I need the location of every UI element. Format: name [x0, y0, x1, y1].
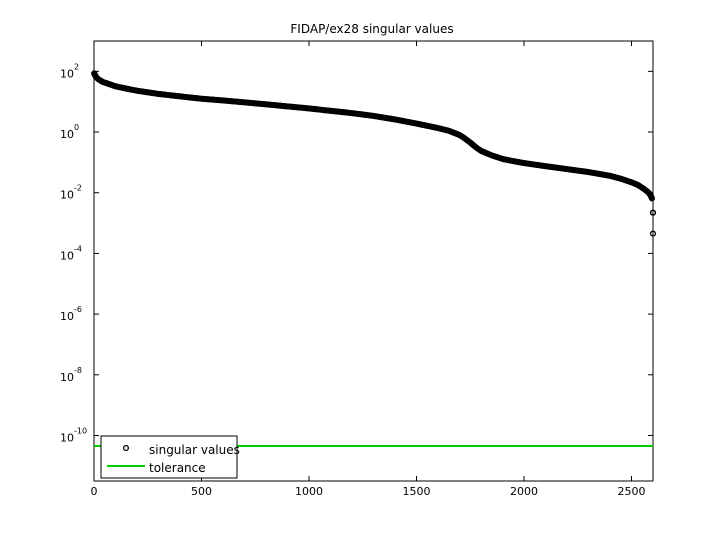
y-tick-label: 10-4	[60, 244, 82, 262]
x-tick-label: 1500	[403, 485, 431, 498]
y-tick-label: 100	[60, 123, 79, 141]
singular-value-point	[649, 230, 657, 237]
y-tick-label: 102	[60, 62, 79, 80]
x-tick-label: 0	[91, 485, 98, 498]
legend-label-tolerance: tolerance	[149, 461, 206, 475]
y-tick-label: 10-8	[60, 366, 82, 384]
axis-ticks: 0 500 1000 1500 2000 2500 10-10 10-8 10-6 10-4 10-…	[60, 41, 653, 498]
singular-value-point	[91, 70, 98, 77]
legend-box	[100, 435, 238, 479]
singular-value-point	[648, 195, 655, 202]
y-tick-label: 10-6	[60, 305, 82, 323]
x-tick-label: 2500	[618, 485, 646, 498]
plot-axes	[93, 40, 654, 482]
y-tick-label: 10-10	[60, 426, 87, 444]
x-tick-label: 2000	[510, 485, 538, 498]
x-tick-label: 500	[191, 485, 212, 498]
chart-title: FIDAP/ex28 singular values	[290, 22, 453, 36]
y-tick-label: 10-2	[60, 184, 82, 202]
singular-value-point	[649, 209, 657, 216]
legend-marker-singular-values	[122, 444, 130, 452]
x-tick-label: 1000	[295, 485, 323, 498]
legend: singular values tolerance	[100, 435, 240, 479]
plot-frame	[93, 40, 654, 482]
plot-marks	[91, 70, 657, 448]
legend-label-singular-values: singular values	[149, 443, 240, 457]
